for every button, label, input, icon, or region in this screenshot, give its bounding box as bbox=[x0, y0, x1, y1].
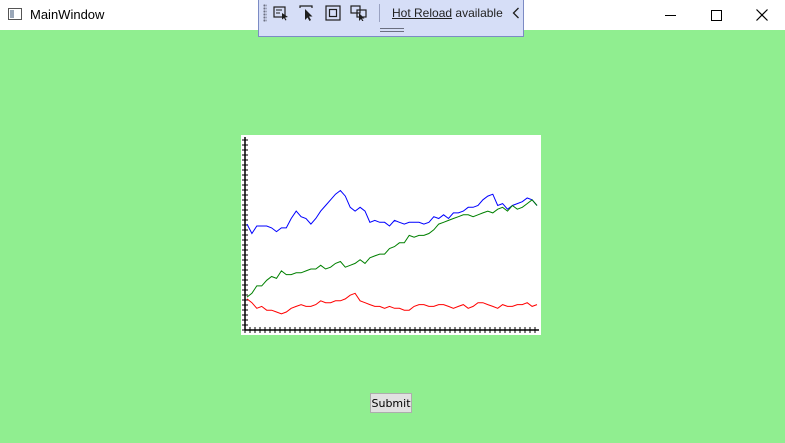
maximize-icon bbox=[710, 9, 722, 21]
close-button[interactable] bbox=[739, 0, 785, 30]
minimize-icon bbox=[664, 14, 676, 16]
minimize-button[interactable] bbox=[647, 0, 693, 30]
chart-svg bbox=[242, 137, 539, 333]
series-line-2 bbox=[246, 199, 538, 298]
chevron-left-icon bbox=[512, 7, 519, 19]
select-element-icon[interactable] bbox=[271, 4, 291, 22]
line-chart bbox=[241, 135, 541, 335]
hot-reload-link[interactable]: Hot Reload bbox=[392, 6, 453, 20]
track-focus-icon[interactable] bbox=[349, 4, 369, 22]
series-line-1 bbox=[246, 189, 538, 235]
element-bounds-icon[interactable] bbox=[323, 4, 343, 22]
toolbar-grip-icon[interactable] bbox=[263, 4, 267, 22]
toolbar-collapse-button[interactable] bbox=[510, 6, 522, 20]
hot-reload-toolbar: Hot Reload available bbox=[258, 0, 524, 37]
toolbar-separator bbox=[379, 4, 380, 22]
submit-button[interactable]: Submit bbox=[370, 393, 412, 413]
toolbar-drag-handle[interactable] bbox=[380, 28, 404, 32]
close-icon bbox=[756, 9, 768, 21]
window-title: MainWindow bbox=[30, 7, 105, 22]
hot-reload-status: Hot Reload available bbox=[392, 6, 503, 20]
maximize-button[interactable] bbox=[693, 0, 739, 30]
hot-reload-status-text: available bbox=[455, 6, 503, 20]
window-content: Submit bbox=[0, 30, 785, 443]
pointer-select-icon[interactable] bbox=[297, 4, 317, 22]
series-line-3 bbox=[246, 292, 538, 315]
app-window-icon bbox=[8, 8, 22, 20]
